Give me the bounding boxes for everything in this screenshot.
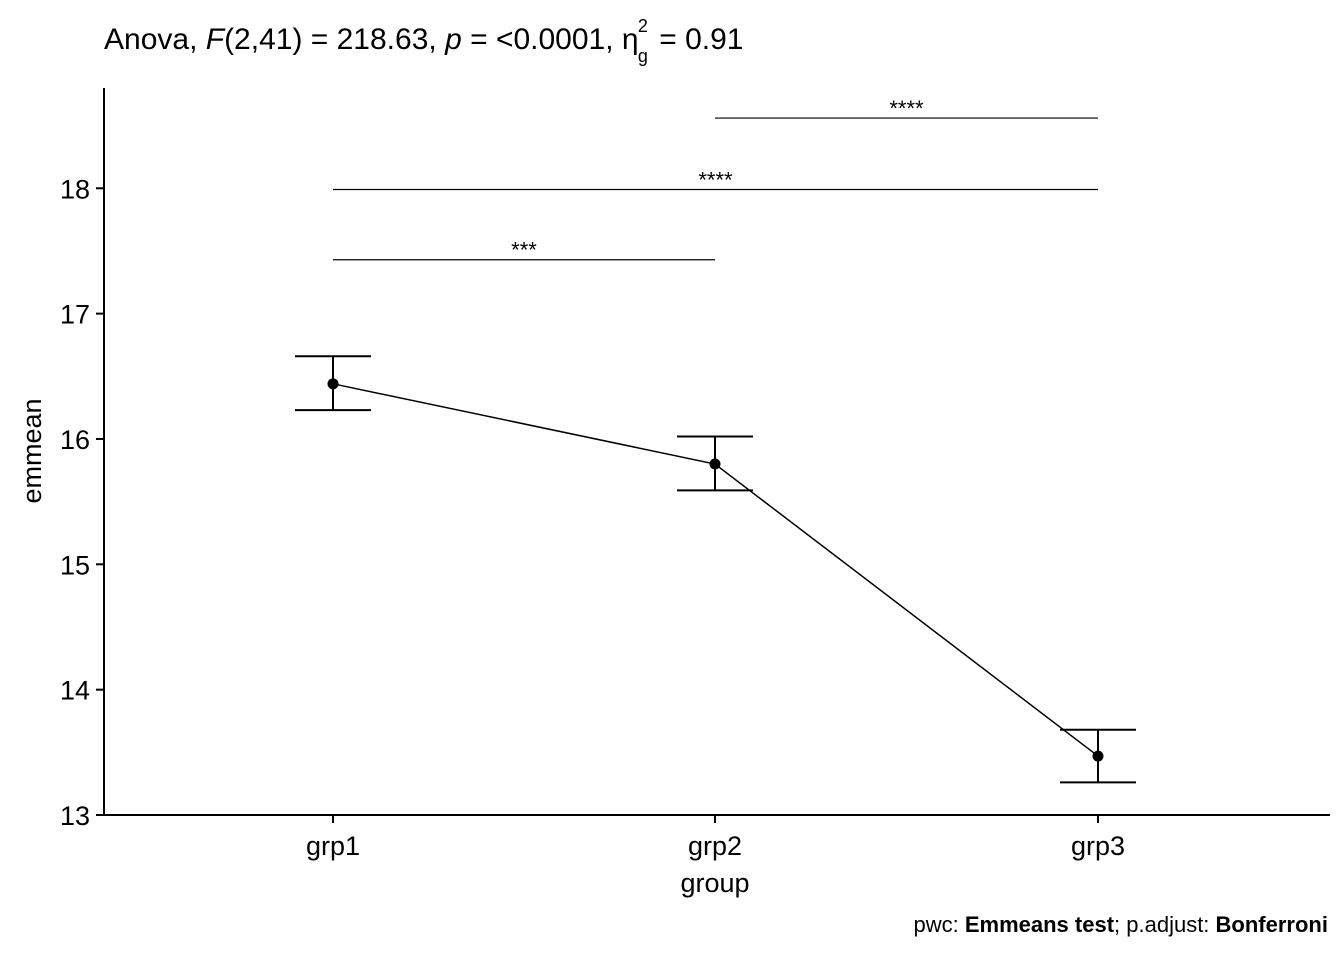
significance-label: **** [698, 168, 733, 193]
caption-pwc-label: pwc: [913, 912, 965, 937]
x-axis-label: group [680, 868, 749, 898]
data-point [327, 378, 339, 390]
title-eta-symbol: η [621, 23, 639, 56]
data-point [709, 458, 721, 470]
caption-pwc-value: Emmeans test [964, 912, 1115, 937]
caption: pwc: Emmeans test; p.adjust: Bonferroni [913, 912, 1328, 938]
y-tick-label: 16 [60, 425, 90, 455]
y-axis-label: emmean [17, 398, 47, 503]
x-tick-label: grp3 [1071, 831, 1125, 861]
title-p-symbol: p [445, 23, 462, 56]
x-tick-label: grp1 [306, 831, 360, 861]
significance-brackets: *********** [333, 96, 1098, 263]
caption-sep: ; p.adjust: [1114, 912, 1216, 937]
y-tick-label: 15 [60, 550, 90, 580]
title-prefix: Anova, [104, 23, 206, 56]
y-tick-label: 18 [60, 174, 90, 204]
title-eta-sub: g [637, 46, 648, 66]
caption-adjust-value: Bonferroni [1215, 912, 1328, 937]
series-group [295, 355, 1136, 784]
y-tick-label: 13 [60, 801, 90, 831]
title-eta-sup: 2 [637, 16, 648, 36]
x-tick-label: grp2 [688, 831, 742, 861]
title-f-symbol: F [205, 23, 225, 56]
y-tick-label: 17 [60, 300, 90, 330]
title-eta-value: = 0.91 [659, 23, 744, 56]
significance-label: **** [889, 96, 924, 121]
significance-label: *** [511, 238, 537, 263]
axes: 13 14 15 16 17 18 grp1 grp2 grp3 [60, 88, 1330, 861]
title-p-value: = <0.0001, [461, 23, 622, 56]
data-point [1092, 750, 1104, 762]
y-tick-label: 14 [60, 676, 90, 706]
title-f-args: (2,41) = 218.63, [224, 23, 446, 56]
